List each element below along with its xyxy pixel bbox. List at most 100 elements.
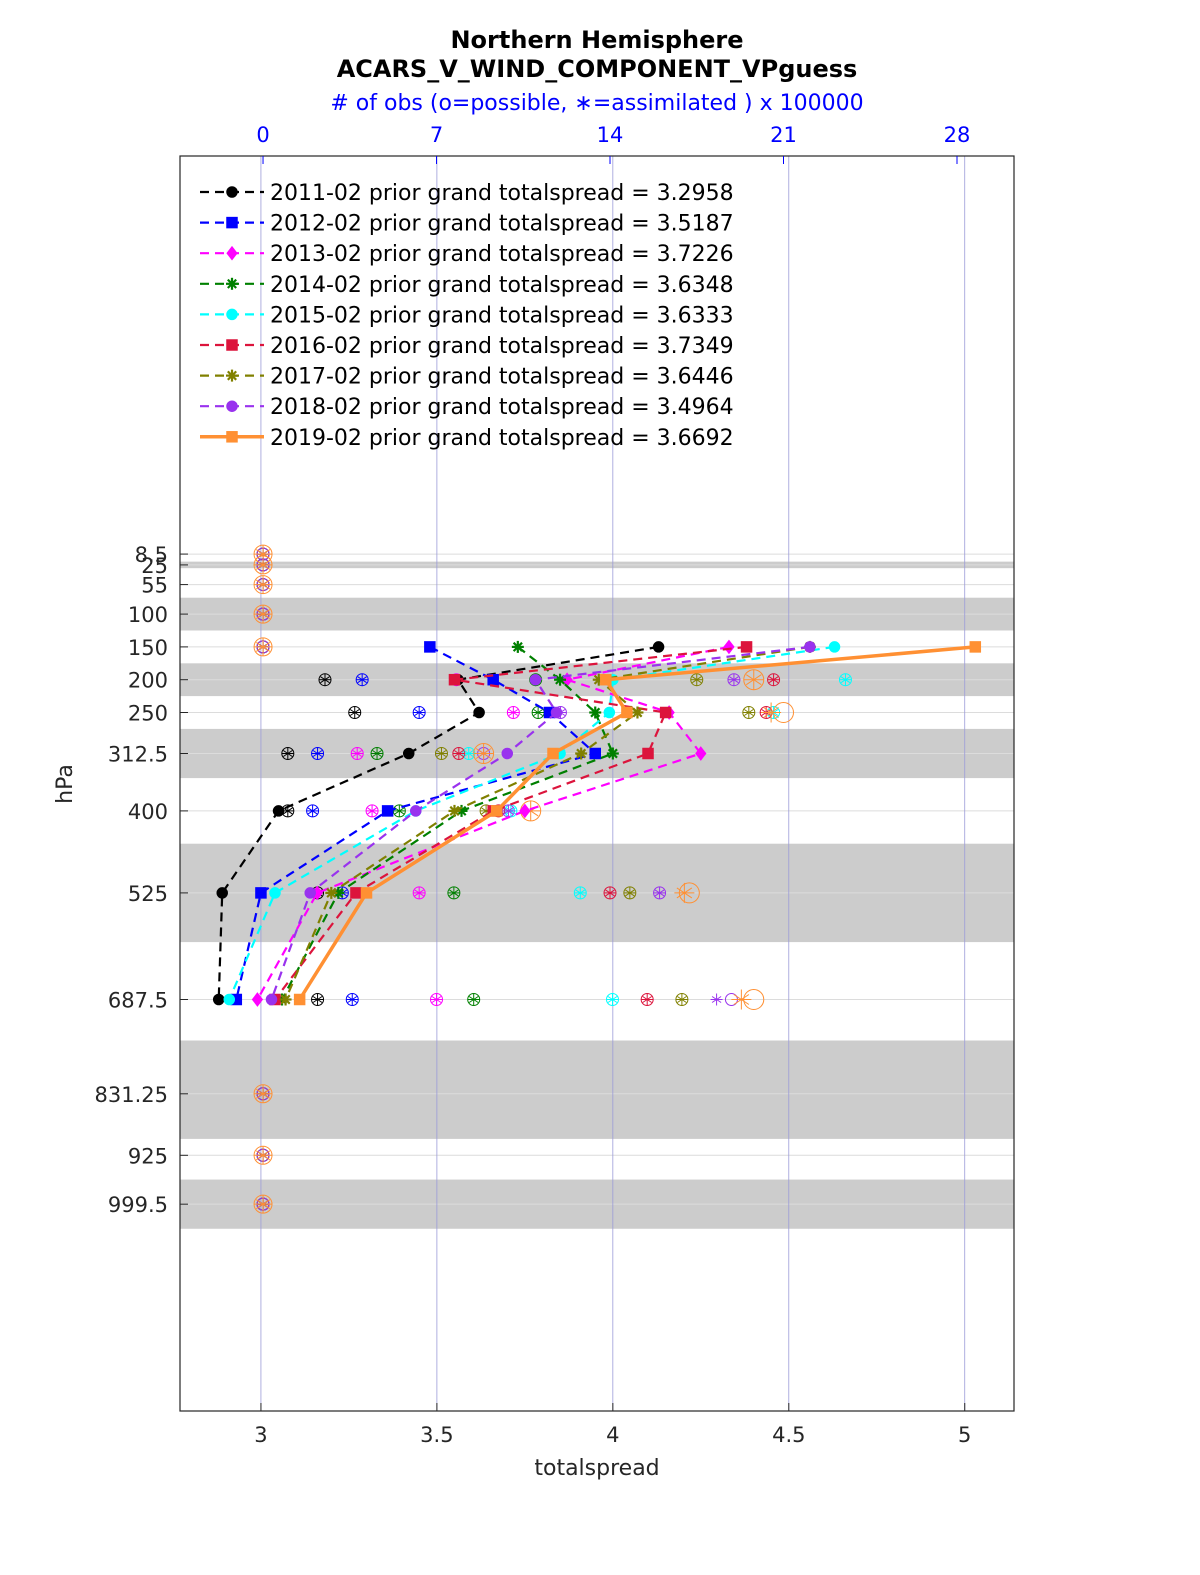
series-line <box>217 645 659 1000</box>
data-point <box>448 673 461 686</box>
assimilated-marker <box>318 673 331 686</box>
y-tick-label: 999.5 <box>108 1193 168 1217</box>
data-point <box>589 747 601 760</box>
x-tick-label: 3.5 <box>420 1423 453 1447</box>
obs-count-markers <box>253 544 852 1214</box>
series-lines <box>212 639 982 1007</box>
marker-stroke <box>372 750 382 757</box>
assimilated-marker <box>743 669 764 690</box>
assimilated-marker <box>674 882 695 903</box>
marker-stroke <box>414 709 424 716</box>
marker-stroke <box>256 641 271 652</box>
assimilated-marker <box>502 804 515 817</box>
marker-stroke <box>283 750 293 757</box>
marker-stroke <box>533 709 543 716</box>
legend: 2011-02 prior grand totalspread = 3.2958… <box>200 181 734 451</box>
marker-stroke <box>256 1199 271 1210</box>
data-point <box>226 186 238 198</box>
data-point <box>212 993 225 1006</box>
point-stroke <box>590 707 601 718</box>
marker-stroke <box>605 889 615 897</box>
assimilated-marker <box>574 886 587 899</box>
assimilated-marker <box>254 555 273 574</box>
assimilated-marker <box>742 706 755 719</box>
x-tick-label: 3 <box>254 1423 267 1447</box>
marker-stroke <box>352 750 362 757</box>
assimilated-marker <box>346 993 359 1006</box>
assimilated-marker <box>306 804 319 817</box>
marker-stroke <box>625 889 635 897</box>
marker-stroke <box>454 750 464 757</box>
top-x-tick-label: 28 <box>944 123 971 147</box>
shaded-bands <box>180 561 1014 1229</box>
marker-stroke <box>745 674 762 686</box>
assimilated-marker <box>623 886 636 899</box>
marker-stroke <box>508 709 519 716</box>
y-tick-label: 312.5 <box>108 743 168 767</box>
data-point <box>293 993 306 1006</box>
marker-stroke <box>436 750 447 757</box>
assimilated-marker <box>653 886 666 899</box>
series-line <box>298 645 976 1001</box>
data-point <box>410 805 422 817</box>
data-point <box>723 639 735 655</box>
marker-stroke <box>763 707 779 718</box>
data-point <box>621 706 633 719</box>
data-point <box>223 993 236 1006</box>
marker-stroke <box>642 996 652 1003</box>
legend-label: 2013-02 prior grand totalspread = 3.7226 <box>270 242 734 267</box>
marker-stroke <box>394 807 405 815</box>
marker-stroke <box>283 807 293 815</box>
point-stroke <box>449 805 460 816</box>
data-point <box>272 805 285 817</box>
assimilated-marker <box>532 706 545 719</box>
assimilated-marker <box>606 993 619 1006</box>
marker-stroke <box>607 996 618 1003</box>
data-point <box>325 886 338 899</box>
data-point <box>226 339 238 351</box>
marker-stroke <box>676 887 693 899</box>
y-tick-label: 831.25 <box>95 1083 168 1107</box>
data-point <box>424 641 436 653</box>
marker-stroke <box>475 748 492 759</box>
data-point <box>519 803 531 819</box>
data-point <box>969 641 982 653</box>
data-point <box>216 887 228 899</box>
x-tick-label: 4.5 <box>772 1423 805 1447</box>
assimilated-marker <box>467 993 480 1006</box>
marker-stroke <box>312 996 323 1003</box>
y-tick-label: 150 <box>128 636 168 660</box>
data-point <box>652 641 665 653</box>
marker-stroke <box>449 889 459 897</box>
data-point <box>226 216 238 229</box>
legend-label: 2018-02 prior grand totalspread = 3.4964 <box>270 395 734 420</box>
data-point <box>279 993 292 1006</box>
assimilated-marker <box>371 747 384 760</box>
chart-title: Northern Hemisphere <box>450 26 743 54</box>
legend-label: 2016-02 prior grand totalspread = 3.7349 <box>270 334 734 359</box>
data-point <box>490 805 503 817</box>
top-x-tick-label: 14 <box>597 123 624 147</box>
data-point <box>631 706 644 719</box>
marker-stroke <box>312 750 323 757</box>
assimilated-marker <box>351 747 364 760</box>
y-axis-label: hPa <box>53 764 78 804</box>
data-point <box>269 887 281 899</box>
assimilated-marker <box>473 743 494 764</box>
legend-label: 2012-02 prior grand totalspread = 3.5187 <box>270 212 734 237</box>
data-point <box>226 369 238 382</box>
assimilated-marker <box>311 993 324 1006</box>
marker-stroke <box>320 676 330 684</box>
legend-label: 2014-02 prior grand totalspread = 3.6348 <box>270 273 734 298</box>
data-point <box>226 400 238 412</box>
series-line <box>284 645 811 1000</box>
assimilated-marker <box>604 886 617 899</box>
data-point <box>350 887 362 899</box>
top-axis-label: # of obs (o=possible, ∗=assimilated ) x … <box>330 91 863 116</box>
data-point <box>448 804 461 817</box>
x-tick-label: 4 <box>606 1423 619 1447</box>
data-point <box>265 993 278 1006</box>
marker-stroke <box>654 889 665 897</box>
